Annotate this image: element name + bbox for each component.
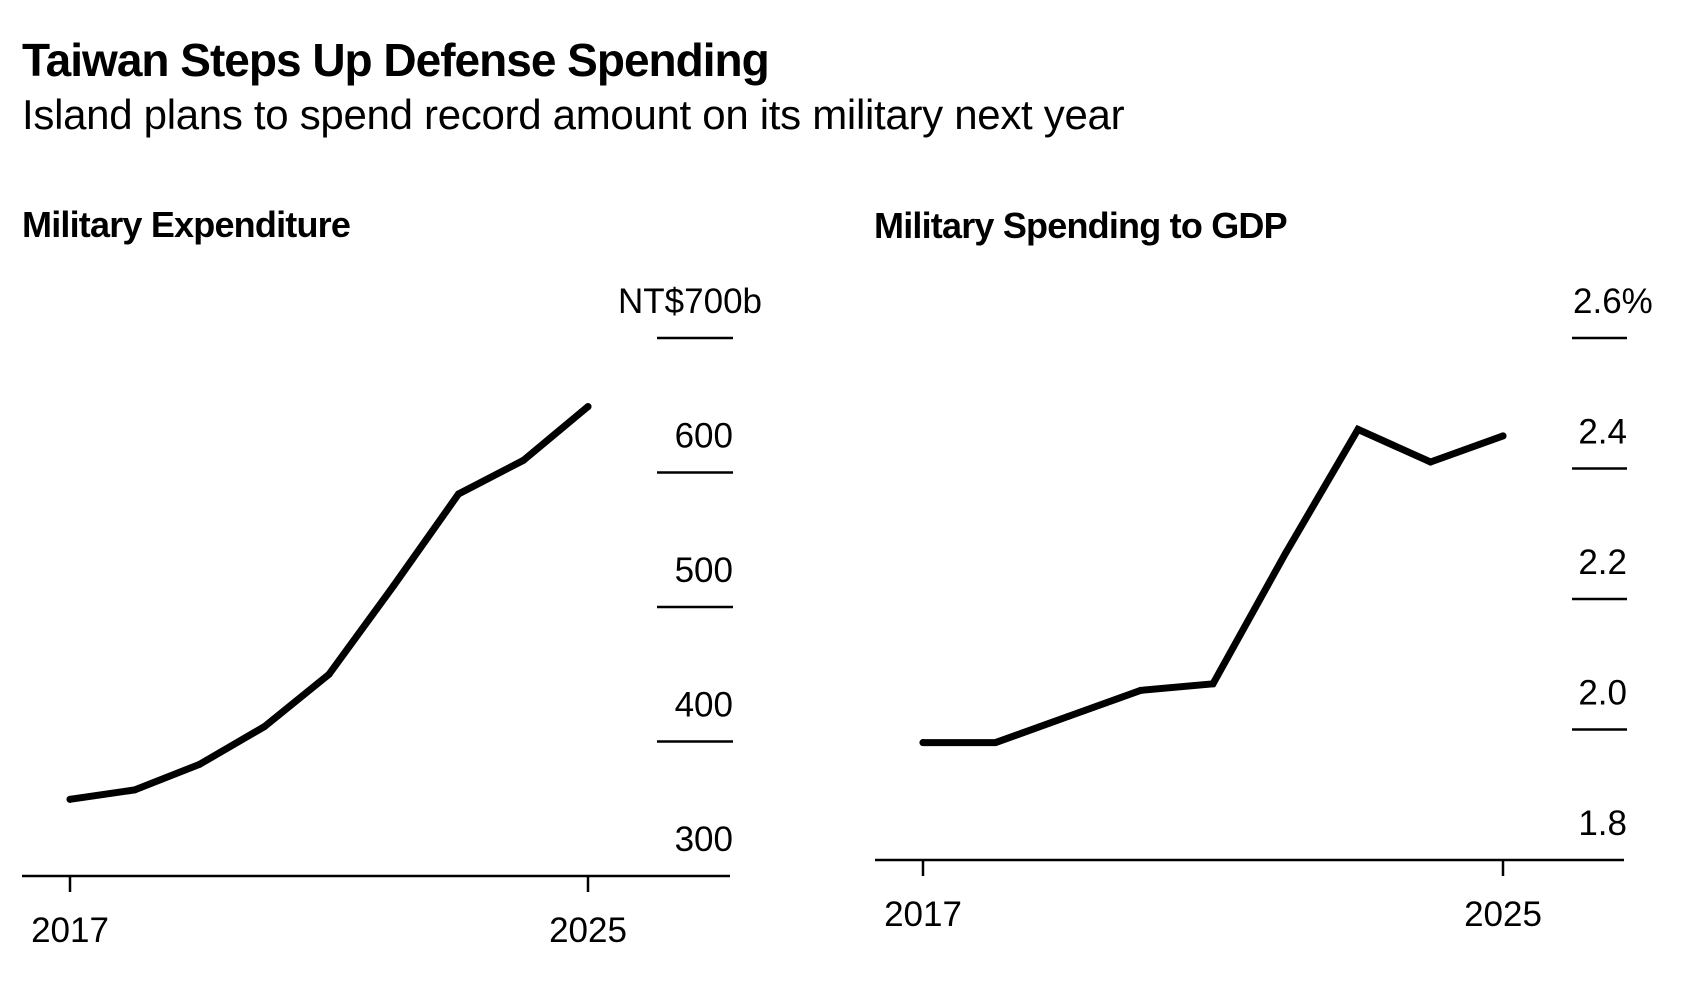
expenditure-data-point	[196, 760, 203, 768]
gdp-ratio-data-point	[992, 739, 999, 747]
gdp-ratio-y-tick-label: 2.0	[1578, 674, 1627, 713]
gdp-ratio-y-tick-label: 2.4	[1578, 413, 1627, 452]
expenditure-data-point	[260, 723, 268, 731]
gdp-ratio-data-point	[919, 739, 927, 747]
expenditure-x-tick-label: 2025	[549, 911, 627, 950]
expenditure-x-tick-label: 2017	[31, 911, 109, 950]
gdp-ratio-data-point	[1427, 458, 1434, 466]
expenditure-y-tick-label: NT$700b	[618, 282, 762, 321]
expenditure-data-point	[455, 490, 462, 498]
expenditure-y-tick-label: 500	[675, 551, 733, 590]
expenditure-data-point	[390, 581, 398, 589]
gdp-ratio-series-line	[919, 424, 1507, 747]
gdp-ratio-y-tick-label: 2.6%	[1573, 282, 1653, 321]
gdp-ratio-data-point	[1064, 712, 1072, 720]
chart-title: Taiwan Steps Up Defense Spending	[22, 34, 770, 86]
expenditure-data-point	[66, 795, 74, 803]
expenditure-y-tick-label: 600	[675, 417, 733, 456]
expenditure-data-point	[584, 403, 592, 411]
gdp-ratio-x-tick-label: 2025	[1464, 895, 1542, 934]
gdp-ratio-data-point	[1499, 432, 1507, 440]
chart-subtitle: Island plans to spend record amount on i…	[22, 91, 1125, 138]
expenditure-panel-title: Military Expenditure	[22, 204, 351, 245]
gdp-ratio-data-point	[1354, 425, 1362, 433]
expenditure-y-tick-label: 300	[675, 820, 733, 859]
gdp-ratio-panel-title: Military Spending to GDP	[874, 205, 1288, 246]
gdp-ratio-y-tick-label: 1.8	[1578, 804, 1627, 843]
expenditure-data-point	[131, 786, 139, 794]
expenditure-data-point	[325, 670, 333, 678]
gdp-ratio-y-tick-label: 2.2	[1578, 543, 1627, 582]
gdp-ratio-x-tick-label: 2017	[884, 895, 962, 934]
expenditure-y-tick-label: 400	[675, 686, 733, 725]
gdp-ratio-data-point	[1209, 680, 1217, 688]
gdp-ratio-data-point	[1282, 549, 1289, 557]
expenditure-data-point	[519, 456, 527, 464]
gdp-ratio-data-point	[1137, 686, 1144, 694]
